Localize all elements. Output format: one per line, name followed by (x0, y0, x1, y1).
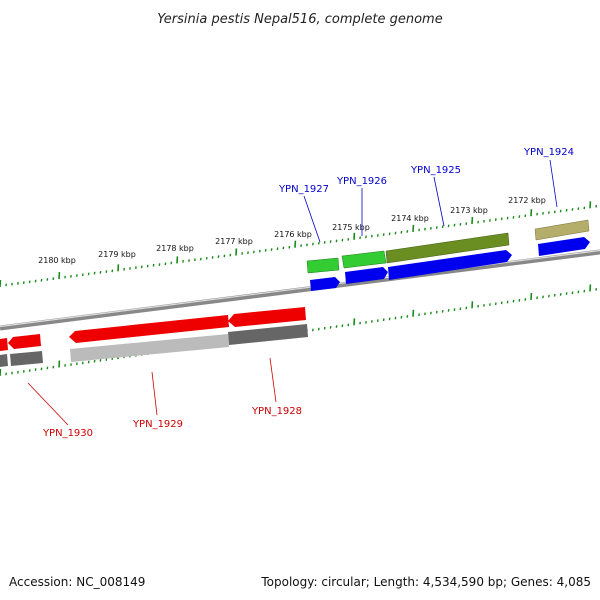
kbp-labels: 2180 kbp 2179 kbp 2178 kbp 2177 kbp 2176… (38, 196, 546, 265)
leader-ypn-1924 (549, 159, 558, 208)
kbp-label: 2175 kbp (332, 223, 370, 232)
gene-label-ypn-1924[interactable]: YPN_1924 (523, 147, 574, 158)
cds-ypn-1924[interactable] (538, 237, 590, 256)
gene-ypn-1930[interactable] (8, 334, 41, 349)
gene-label-ypn-1928[interactable]: YPN_1928 (251, 406, 302, 417)
kbp-label: 2173 kbp (450, 206, 488, 215)
leader-ypn-1927 (303, 195, 321, 243)
cds-ypn-1928[interactable] (228, 324, 308, 345)
leader-ypn-1930 (27, 382, 69, 426)
cds-ypn-1930[interactable] (10, 351, 43, 366)
gene-ypn-1930-partial[interactable] (0, 338, 8, 351)
gene-ypn-1929[interactable] (69, 315, 229, 343)
kbp-label: 2172 kbp (508, 196, 546, 205)
label-leaders (27, 159, 558, 426)
gene-ypn-1924[interactable] (534, 219, 590, 241)
gene-label-ypn-1925[interactable]: YPN_1925 (410, 165, 461, 176)
kbp-label: 2174 kbp (391, 214, 429, 223)
genome-summary-text: Topology: circular; Length: 4,534,590 bp… (260, 575, 591, 589)
cds-ypn-1925[interactable] (388, 250, 512, 280)
gene-label-ypn-1927[interactable]: YPN_1927 (278, 184, 329, 195)
accession-text: Accession: NC_008149 (9, 575, 145, 589)
gene-ypn-1927[interactable] (306, 257, 340, 274)
kbp-label: 2176 kbp (274, 230, 312, 239)
gene-label-ypn-1929[interactable]: YPN_1929 (132, 419, 183, 430)
leader-ypn-1929 (151, 371, 158, 416)
kbp-label: 2180 kbp (38, 256, 76, 265)
reverse-genes (0, 307, 308, 367)
leader-ypn-1925 (433, 176, 445, 227)
kbp-label: 2179 kbp (98, 250, 136, 259)
cds-ypn-1930-partial[interactable] (0, 354, 8, 367)
kbp-label: 2178 kbp (156, 244, 194, 253)
cds-ypn-1926[interactable] (345, 267, 388, 284)
gene-labels: YPN_1927 YPN_1926 YPN_1925 YPN_1924 YPN_… (42, 147, 574, 439)
genome-backbone-highlight (0, 249, 600, 328)
gene-label-ypn-1930[interactable]: YPN_1930 (42, 428, 93, 439)
genome-backbone (0, 249, 600, 331)
gene-ypn-1926[interactable] (341, 250, 387, 269)
cds-ypn-1929[interactable] (70, 334, 229, 362)
forward-tick-track (0, 201, 597, 288)
forward-genes (306, 219, 590, 291)
kbp-label: 2177 kbp (215, 237, 253, 246)
gene-ypn-1928[interactable] (228, 307, 306, 327)
map-title: Yersinia pestis Nepal516, complete genom… (157, 12, 442, 27)
gene-ypn-1925[interactable] (385, 232, 510, 264)
gene-label-ypn-1926[interactable]: YPN_1926 (336, 176, 387, 187)
cds-ypn-1927[interactable] (310, 277, 340, 291)
leader-ypn-1928 (269, 357, 277, 403)
